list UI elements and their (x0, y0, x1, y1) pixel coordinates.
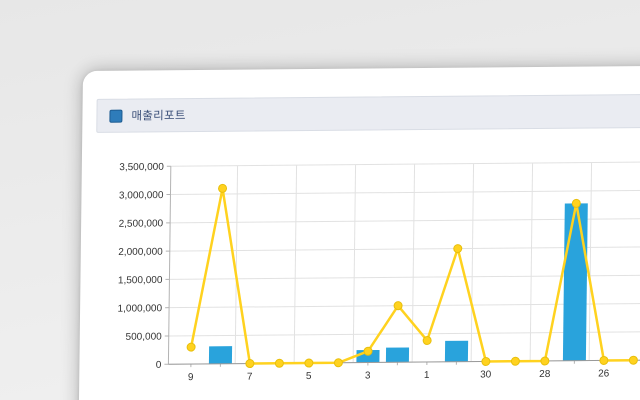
y-tick-label: 3,500,000 (119, 162, 164, 173)
report-header: 매출리포트 (96, 93, 640, 133)
gridline-h (170, 160, 640, 167)
x-tick-label: 28 (539, 369, 551, 380)
line-marker (628, 355, 638, 365)
y-axis (167, 166, 172, 365)
line-marker (363, 346, 373, 356)
x-tick-label: 7 (247, 372, 253, 383)
line-marker (510, 356, 520, 366)
gridline-h (169, 274, 640, 280)
line-marker (218, 183, 228, 193)
line-marker (571, 198, 581, 208)
line-marker (333, 358, 343, 368)
line-marker (274, 358, 284, 368)
line-series (189, 187, 635, 365)
gridline-v (352, 164, 357, 363)
report-card: 매출리포트 0 500,000 1,000,000 1,500,000 2,000,00… (77, 65, 640, 400)
y-tick-label: 2,500,000 (119, 218, 164, 229)
bar (385, 347, 410, 363)
x-tick-label: 5 (306, 371, 312, 382)
gridline-v (588, 162, 593, 361)
report-square-icon (109, 109, 123, 123)
y-tick-label: 1,500,000 (118, 275, 163, 286)
line-marker (453, 244, 463, 254)
line-marker (186, 342, 196, 352)
line-marker (540, 356, 550, 366)
y-tick-label: 3,000,000 (119, 190, 164, 201)
line-marker (422, 336, 432, 346)
report-title: 매출리포트 (131, 110, 186, 123)
sales-combo-chart: 0 500,000 1,000,000 1,500,000 2,000,000 2,500… (118, 160, 640, 383)
gridline-v (411, 164, 416, 363)
y-tick-label: 2,000,000 (118, 247, 163, 258)
gridline-v (234, 165, 239, 364)
y-tick-label: 500,000 (126, 332, 163, 343)
line-marker (304, 358, 314, 368)
x-tick-label: 1 (424, 370, 430, 381)
bar (208, 346, 233, 364)
gridline-h (170, 217, 640, 224)
y-tick-label: 1,000,000 (118, 303, 163, 314)
x-tick-label: 30 (480, 369, 492, 380)
gridline-v (293, 165, 298, 364)
gridline-h (169, 245, 640, 252)
line-marker (393, 301, 403, 311)
x-tick-label: 26 (598, 368, 610, 379)
line-marker (599, 355, 609, 365)
gridline-h (169, 302, 640, 309)
gridline-h (170, 189, 640, 196)
y-tick-label: 0 (156, 360, 162, 371)
gridline-v (529, 163, 534, 362)
gridline-h (168, 330, 640, 337)
x-tick-label: 3 (365, 370, 371, 381)
line-marker (481, 356, 491, 366)
gridline-v (470, 163, 475, 362)
bar (444, 340, 469, 362)
bar (562, 203, 588, 361)
line-marker (245, 359, 255, 369)
x-tick-label: 9 (188, 372, 194, 383)
